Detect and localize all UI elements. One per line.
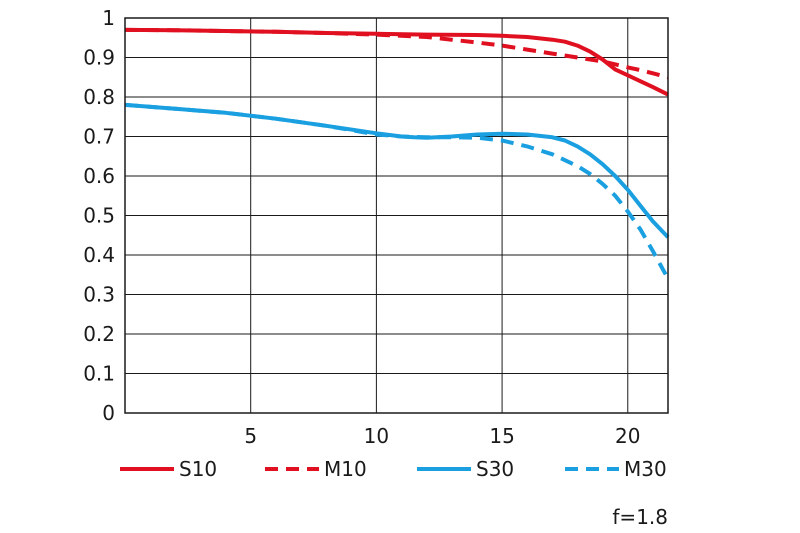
x-tick-labels: 5 10 15 20 <box>244 424 640 448</box>
series-layer <box>124 27 670 280</box>
y-tick-label: 0.8 <box>83 85 115 109</box>
x-tick-label: 15 <box>489 424 514 448</box>
y-tick-label: 1 <box>102 6 115 30</box>
y-tick-label: 0.1 <box>83 362 115 386</box>
y-tick-label: 0.4 <box>83 243 115 267</box>
legend-label-m10: M10 <box>324 457 367 481</box>
series-line-s30 <box>124 102 670 239</box>
y-tick-label: 0 <box>102 401 115 425</box>
series-line-m10 <box>124 27 669 80</box>
x-tick-label: 20 <box>615 424 640 448</box>
y-tick-label: 0.6 <box>83 164 115 188</box>
legend-label-s10: S10 <box>179 457 217 481</box>
legend-label-s30: S30 <box>476 457 514 481</box>
plot-frame <box>124 17 669 414</box>
grid <box>125 17 668 414</box>
y-tick-label: 0.5 <box>83 204 115 228</box>
y-tick-labels: 0 0.1 0.2 0.3 0.4 0.5 0.6 0.7 0.8 0.9 1 <box>83 6 115 425</box>
series-line-s10 <box>124 27 669 97</box>
legend-label-m30: M30 <box>624 457 667 481</box>
legend: S10 M10 S30 M30 <box>120 457 667 481</box>
y-tick-label: 0.2 <box>83 322 115 346</box>
x-tick-label: 5 <box>244 424 257 448</box>
aperture-annotation: f=1.8 <box>612 505 668 529</box>
y-tick-label: 0.3 <box>83 283 115 307</box>
x-tick-label: 10 <box>364 424 389 448</box>
y-tick-label: 0.7 <box>83 125 115 149</box>
series-line-m30 <box>124 102 670 280</box>
y-tick-label: 0.9 <box>83 46 115 70</box>
